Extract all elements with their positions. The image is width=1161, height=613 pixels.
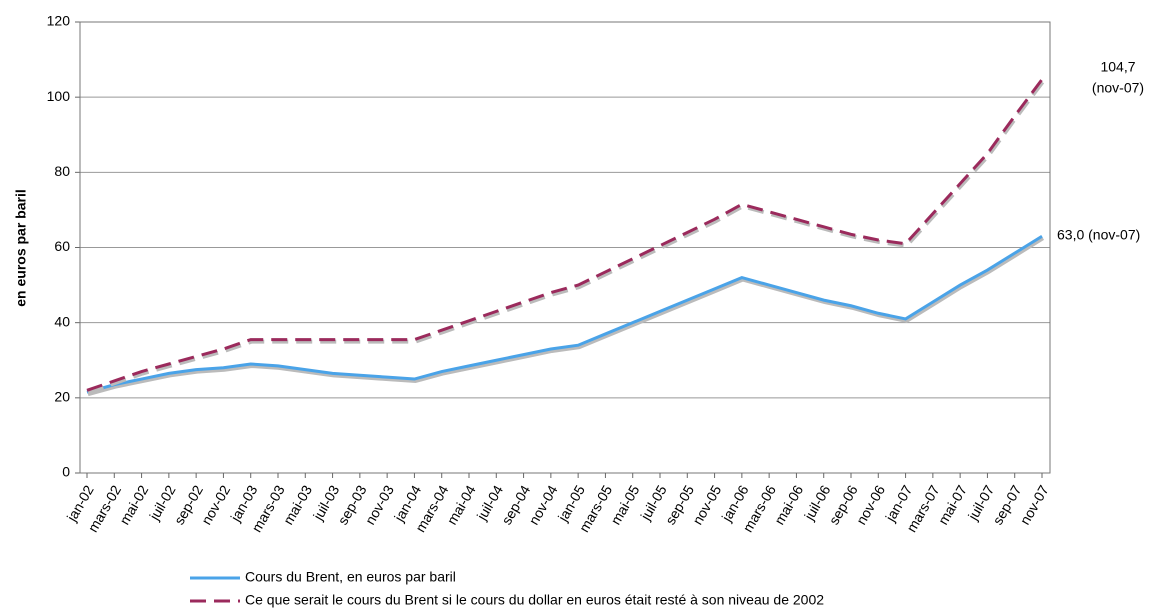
legend-label: Ce que serait le cours du Brent si le co… [245, 592, 824, 608]
y-tick-label: 100 [47, 88, 71, 104]
y-tick-label: 20 [54, 389, 70, 405]
y-axis-label: en euros par baril [13, 189, 29, 306]
legend-label: Cours du Brent, en euros par baril [245, 569, 456, 585]
annotation: (nov-07) [1092, 80, 1144, 96]
y-tick-label: 60 [54, 238, 70, 254]
y-tick-label: 80 [54, 163, 70, 179]
series-line [86, 78, 1044, 392]
annotation: 104,7 [1100, 59, 1135, 75]
y-tick-label: 0 [62, 464, 70, 480]
y-tick-label: 40 [54, 313, 70, 329]
plot-frame [79, 21, 1051, 474]
annotation: 63,0 (nov-07) [1057, 227, 1140, 243]
series-line [86, 234, 1043, 394]
y-tick-label: 120 [47, 13, 71, 29]
line-shadow [87, 80, 1045, 395]
line-shadow [87, 236, 1045, 397]
